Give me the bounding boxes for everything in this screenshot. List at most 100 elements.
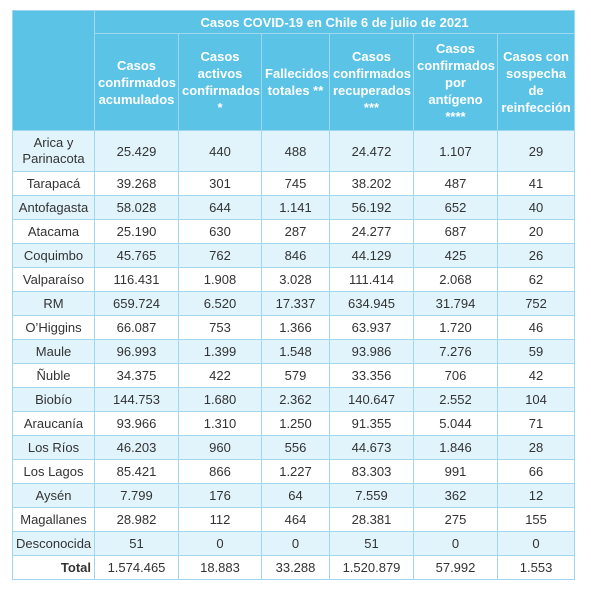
value-cell: 58.028 [94,195,179,220]
table-row: Los Ríos 46.203 960 556 44.673 1.846 28 [12,435,576,460]
corner-cell [12,10,95,131]
value-cell: 144.753 [94,387,179,412]
value-cell: 1.227 [261,459,330,484]
value-cell: 116.431 [94,267,179,292]
table-row: Coquimbo 45.765 762 846 44.129 425 26 [12,243,576,268]
value-cell: 1.846 [413,435,498,460]
value-cell: 1.107 [413,130,498,172]
value-cell: 634.945 [329,291,414,316]
value-cell: 12 [496,483,576,508]
value-cell: 706 [413,363,498,388]
region-cell: Biobío [12,387,95,412]
value-cell: 846 [261,243,330,268]
region-cell: Coquimbo [12,243,95,268]
value-cell: 752 [496,291,576,316]
value-cell: 425 [413,243,498,268]
covid-table: Casos COVID-19 en Chile 6 de julio de 20… [12,10,576,580]
value-cell: 44.129 [329,243,414,268]
region-cell: O’Higgins [12,315,95,340]
region-cell: Tarapacá [12,171,95,196]
value-cell: 7.799 [94,483,179,508]
value-cell: 83.303 [329,459,414,484]
total-cell: 33.288 [261,555,330,580]
value-cell: 26 [496,243,576,268]
table-row: O’Higgins 66.087 753 1.366 63.937 1.720 46 [12,315,576,340]
value-cell: 487 [413,171,498,196]
column-header: Casos con sospecha de reinfección [496,33,576,131]
value-cell: 1.310 [178,411,262,436]
value-cell: 630 [178,219,262,244]
region-cell: Aysén [12,483,95,508]
value-cell: 28.982 [94,507,179,532]
column-header: Casos confirmados acumulados [94,33,179,131]
value-cell: 488 [261,130,330,172]
value-cell: 28.381 [329,507,414,532]
value-cell: 51 [94,531,179,556]
table-row: Magallanes 28.982 112 464 28.381 275 155 [12,507,576,532]
region-cell: Los Lagos [12,459,95,484]
value-cell: 62 [496,267,576,292]
value-cell: 7.559 [329,483,414,508]
value-cell: 63.937 [329,315,414,340]
table-row: RM 659.724 6.520 17.337 634.945 31.794 752 [12,291,576,316]
region-cell: Maule [12,339,95,364]
table-row: Valparaíso 116.431 1.908 3.028 111.414 2.068 6… [12,267,576,292]
table-row: Desconocida 51 0 0 51 0 0 [12,531,576,556]
value-cell: 5.044 [413,411,498,436]
table-row: Araucanía 93.966 1.310 1.250 91.355 5.044 71 [12,411,576,436]
value-cell: 652 [413,195,498,220]
value-cell: 29 [496,130,576,172]
region-cell: Atacama [12,219,95,244]
value-cell: 2.068 [413,267,498,292]
value-cell: 140.647 [329,387,414,412]
table-row: Biobío 144.753 1.680 2.362 140.647 2.552 104 [12,387,576,412]
value-cell: 2.362 [261,387,330,412]
region-cell: Valparaíso [12,267,95,292]
value-cell: 71 [496,411,576,436]
value-cell: 42 [496,363,576,388]
value-cell: 41 [496,171,576,196]
value-cell: 440 [178,130,262,172]
value-cell: 1.399 [178,339,262,364]
value-cell: 112 [178,507,262,532]
value-cell: 0 [496,531,576,556]
value-cell: 66 [496,459,576,484]
value-cell: 960 [178,435,262,460]
value-cell: 287 [261,219,330,244]
value-cell: 644 [178,195,262,220]
table-row: Tarapacá 39.268 301 745 38.202 487 41 [12,171,576,196]
value-cell: 1.548 [261,339,330,364]
value-cell: 301 [178,171,262,196]
value-cell: 422 [178,363,262,388]
region-cell: Los Ríos [12,435,95,460]
region-cell: Araucanía [12,411,95,436]
value-cell: 44.673 [329,435,414,460]
total-cell: 1.574.465 [94,555,179,580]
value-cell: 46.203 [94,435,179,460]
value-cell: 33.356 [329,363,414,388]
region-cell: Ñuble [12,363,95,388]
value-cell: 1.366 [261,315,330,340]
value-cell: 46 [496,315,576,340]
value-cell: 7.276 [413,339,498,364]
value-cell: 1.680 [178,387,262,412]
table-row: Maule 96.993 1.399 1.548 93.986 7.276 59 [12,339,576,364]
value-cell: 556 [261,435,330,460]
value-cell: 2.552 [413,387,498,412]
value-cell: 34.375 [94,363,179,388]
value-cell: 362 [413,483,498,508]
value-cell: 745 [261,171,330,196]
value-cell: 104 [496,387,576,412]
table-row: Ñuble 34.375 422 579 33.356 706 42 [12,363,576,388]
value-cell: 176 [178,483,262,508]
table-row: Atacama 25.190 630 287 24.277 687 20 [12,219,576,244]
total-label: Total [12,555,95,580]
value-cell: 24.472 [329,130,414,172]
region-cell: Arica y Parinacota [12,130,95,172]
table-row: Aysén 7.799 176 64 7.559 362 12 [12,483,576,508]
value-cell: 579 [261,363,330,388]
total-row: Total 1.574.465 18.883 33.288 1.520.879 57.99… [12,555,576,580]
column-header: Fallecidos totales ** [261,33,330,131]
